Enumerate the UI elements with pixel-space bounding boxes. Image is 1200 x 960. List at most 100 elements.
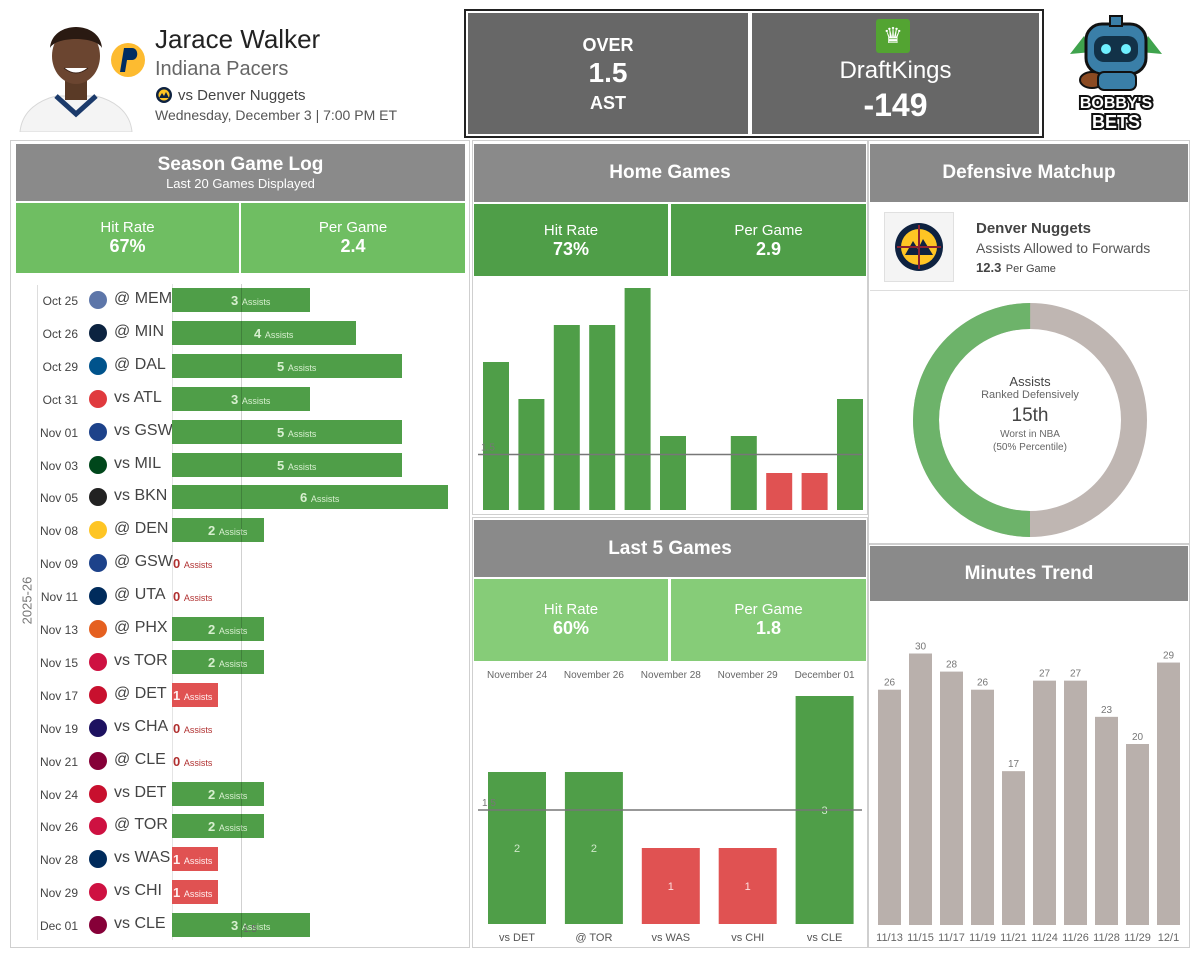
game-opponent: vs MIL bbox=[114, 454, 162, 472]
defense-value-unit: Per Game bbox=[1005, 263, 1056, 275]
svg-text:BOBBY'S: BOBBY'S bbox=[1080, 95, 1153, 112]
game-log-bar bbox=[172, 353, 402, 378]
opponent-logo-icon bbox=[89, 850, 107, 869]
opponent-logo-icon bbox=[89, 883, 107, 902]
game-opponent: vs GSW bbox=[114, 421, 173, 439]
donut-title: Assists bbox=[1009, 374, 1051, 389]
last5-opponent-label: vs CHI bbox=[731, 932, 764, 944]
minutes-bar bbox=[971, 689, 994, 925]
defense-donut-chart bbox=[913, 303, 1147, 537]
minutes-date-label: 12/1 bbox=[1158, 932, 1179, 944]
minutes-title: Minutes Trend bbox=[870, 546, 1188, 601]
game-opponent: vs CHI bbox=[114, 882, 162, 900]
opponent-logo-icon bbox=[89, 587, 107, 606]
opponent-logo-icon bbox=[89, 916, 107, 935]
defense-rank-desc: Worst in NBA bbox=[1000, 429, 1060, 440]
game-log-bar bbox=[172, 781, 264, 806]
game-opponent: @ PHX bbox=[114, 619, 168, 636]
game-log-value: 0 Assists bbox=[173, 556, 213, 572]
defense-rank: 15th bbox=[1011, 405, 1049, 426]
minutes-bar bbox=[1002, 771, 1025, 925]
game-opponent: @ DET bbox=[114, 684, 167, 702]
game-opponent: @ UTA bbox=[114, 586, 166, 604]
game-log-bar bbox=[172, 419, 402, 444]
opponent-logo-icon bbox=[89, 620, 107, 638]
game-log-value: 2 Assists bbox=[208, 622, 248, 637]
defense-divider bbox=[870, 290, 1188, 291]
minutes-bar bbox=[1095, 716, 1118, 925]
game-log-bar bbox=[172, 518, 264, 543]
home-game-bar bbox=[801, 473, 828, 510]
game-date: Nov 03 bbox=[39, 458, 78, 473]
defense-title: Defensive Matchup bbox=[870, 144, 1188, 202]
last5-per-game: Per Game 1.8 bbox=[671, 579, 866, 661]
draftkings-icon: ♛ bbox=[876, 19, 910, 53]
opponent-logo-shape bbox=[89, 422, 107, 441]
opponent-logo-icon bbox=[89, 356, 107, 375]
game-date: Nov 08 bbox=[39, 524, 78, 539]
last5-opponent-label: vs CLE bbox=[807, 932, 842, 944]
game-log-bar bbox=[172, 649, 264, 674]
season-log-subtitle: Last 20 Games Displayed bbox=[166, 176, 315, 191]
game-log-value: 5 Assists bbox=[277, 457, 317, 473]
home-game-bar bbox=[483, 362, 509, 510]
defense-team: Denver Nuggets bbox=[976, 220, 1092, 237]
game-log-value: 4 Assists bbox=[254, 325, 294, 341]
opponent-logo-icon bbox=[89, 291, 107, 309]
game-date: Nov 19 bbox=[39, 721, 78, 736]
defense-percentile: (50% Percentile) bbox=[993, 442, 1067, 453]
opponent-logo-icon bbox=[89, 521, 107, 540]
opponent-line: vs Denver Nuggets bbox=[155, 86, 306, 104]
season-hit-rate: Hit Rate 67% bbox=[16, 203, 239, 273]
game-log-value: 3 Assists bbox=[231, 918, 271, 934]
minutes-date-label: 11/24 bbox=[1031, 932, 1058, 944]
game-log-value: 2 Assists bbox=[208, 523, 248, 539]
game-date: Nov 17 bbox=[39, 688, 78, 703]
game-log-bar bbox=[172, 485, 448, 510]
season-log-header: Season Game Log Last 20 Games Displayed bbox=[16, 144, 465, 201]
season-log-panel bbox=[10, 140, 470, 948]
game-log-bar bbox=[172, 386, 310, 411]
game-date: Nov 11 bbox=[40, 590, 78, 605]
minutes-bar-value: 29 bbox=[1163, 651, 1175, 662]
game-date: Nov 29 bbox=[39, 886, 78, 901]
prop-side: OVER bbox=[582, 35, 634, 55]
game-opponent: @ DAL bbox=[114, 355, 166, 373]
opponent-logo-icon bbox=[89, 685, 107, 704]
minutes-date-label: 11/17 bbox=[938, 932, 965, 944]
minutes-bar-value: 26 bbox=[977, 678, 989, 689]
last5-bar bbox=[718, 848, 777, 924]
game-log-bar bbox=[172, 847, 218, 872]
minutes-bar-value: 17 bbox=[1008, 759, 1020, 770]
game-log-bar bbox=[172, 320, 356, 345]
minutes-date-label: 11/28 bbox=[1093, 932, 1120, 944]
prop-odds: -149 bbox=[863, 87, 928, 123]
season-label: 2025-26 bbox=[19, 576, 35, 625]
game-log-value: 5 Assists bbox=[277, 424, 317, 440]
season-log-axis bbox=[172, 284, 173, 940]
opponent-logo-shape bbox=[89, 850, 107, 869]
game-date: Nov 13 bbox=[39, 623, 78, 637]
last5-date-label: November 24 bbox=[487, 670, 547, 681]
opponent-logo-shape bbox=[89, 323, 107, 342]
minutes-date-label: 11/19 bbox=[969, 932, 996, 944]
minutes-bar bbox=[1033, 680, 1056, 925]
defense-desc: Assists Allowed to Forwards bbox=[976, 240, 1151, 256]
last5-date-label: December 01 bbox=[795, 670, 855, 681]
game-opponent: vs DET bbox=[114, 783, 167, 801]
nuggets-logo bbox=[884, 212, 954, 282]
donut-center-text: Assists Ranked Defensively 15th Worst in… bbox=[950, 374, 1110, 453]
opponent-logo-icon bbox=[89, 652, 107, 671]
last5-bar bbox=[564, 772, 623, 924]
defense-value: 12.3 bbox=[976, 260, 1002, 275]
season-log-chart: Oct 25 @ MEM 3 Assists Oct 26 @ MIN 4 Assists… bbox=[38, 284, 468, 944]
bobbys-bets-logo: BOBBY'S BETS bbox=[1064, 14, 1168, 134]
minutes-date-label: 11/29 bbox=[1124, 932, 1151, 944]
prop-odds-panel: ♛ DraftKings -149 bbox=[752, 13, 1039, 134]
game-log-value: 3 Assists bbox=[231, 293, 271, 308]
game-log-bar bbox=[172, 682, 218, 707]
game-log-value: 2 Assists bbox=[208, 786, 248, 802]
game-log-value: 0 Assists bbox=[173, 589, 213, 605]
minutes-bar-value: 30 bbox=[915, 642, 927, 653]
minutes-bar bbox=[1064, 680, 1087, 925]
